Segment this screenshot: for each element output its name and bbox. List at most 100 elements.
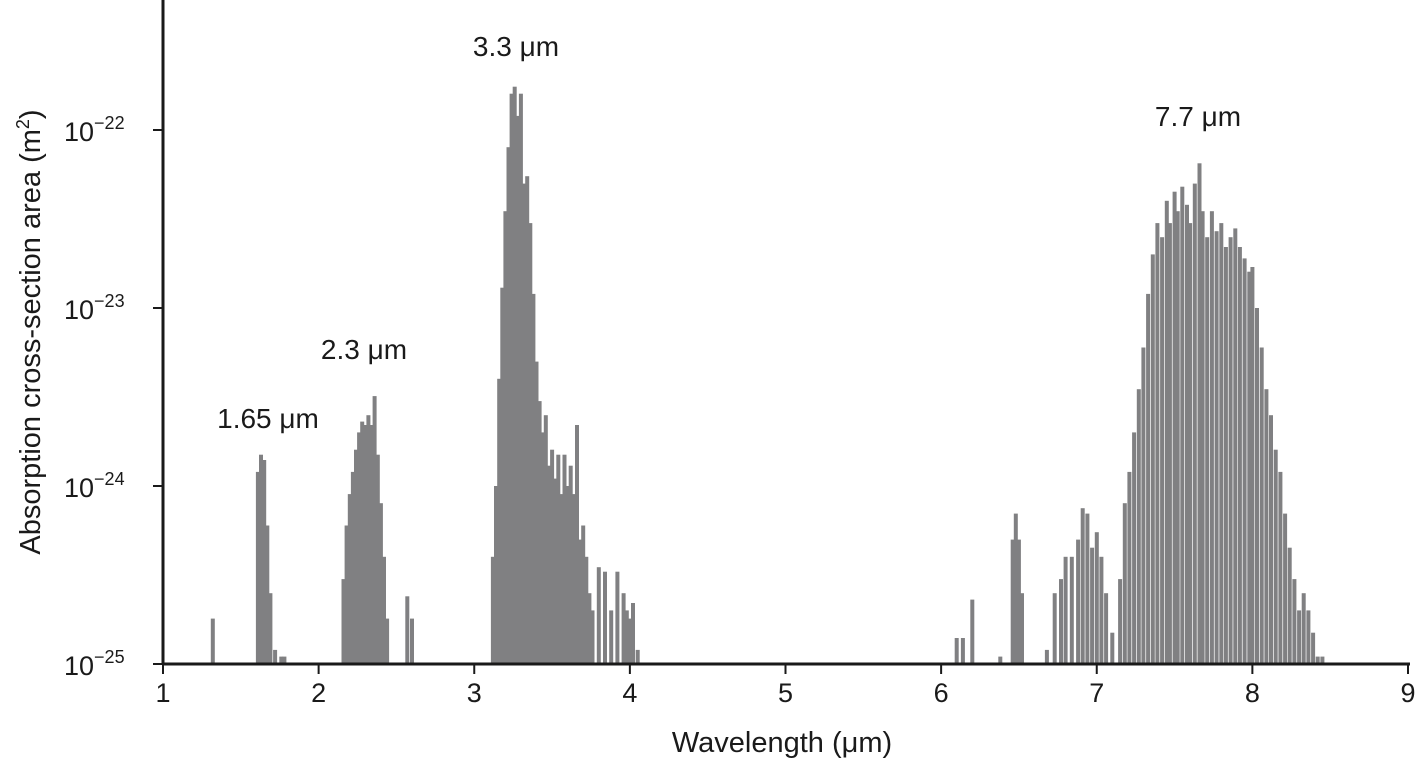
spectrum-bar bbox=[1315, 656, 1320, 664]
spectrum-bar bbox=[528, 223, 533, 664]
spectrum-bar bbox=[1188, 223, 1193, 664]
spectrum-bar bbox=[1052, 593, 1057, 664]
spectrum-bar bbox=[372, 396, 377, 664]
x-tick-label: 6 bbox=[934, 678, 949, 708]
spectrum-bar bbox=[522, 183, 526, 664]
spectrum-bar bbox=[382, 556, 386, 664]
spectrum-bar bbox=[635, 649, 640, 664]
x-tick-label: 4 bbox=[622, 678, 637, 708]
spectrum-bar bbox=[581, 525, 586, 664]
spectrum-bar bbox=[490, 556, 495, 664]
spectrum-bar bbox=[1094, 532, 1099, 664]
spectrum-bar bbox=[363, 425, 368, 664]
y-tick-label: 10−23 bbox=[64, 291, 125, 325]
spectrum-bar bbox=[1059, 579, 1063, 664]
spectrum-bar bbox=[1273, 449, 1278, 664]
spectrum-bar bbox=[1146, 293, 1151, 664]
spectrum-bar bbox=[615, 571, 620, 664]
spectrum-bar bbox=[578, 539, 583, 664]
spectrum-bar bbox=[1080, 508, 1085, 664]
spectrum-bar bbox=[512, 86, 517, 664]
spectrum-bar bbox=[1287, 547, 1292, 664]
spectrum-bar bbox=[1292, 579, 1297, 664]
y-tick-label: 10−24 bbox=[64, 469, 125, 503]
spectrum-bar bbox=[265, 525, 270, 664]
spectrum-bar bbox=[1063, 556, 1068, 664]
spectrum-bar bbox=[1141, 347, 1146, 664]
spectrum-bar bbox=[1150, 254, 1155, 664]
spectrum-bar bbox=[1172, 191, 1177, 664]
spectrum-bar bbox=[1228, 237, 1233, 664]
spectrum-bar bbox=[547, 465, 551, 664]
spectrum-bar bbox=[1205, 237, 1210, 664]
spectrum-bar bbox=[537, 401, 542, 664]
spectrum-bar bbox=[1167, 223, 1172, 664]
spectrum-bar bbox=[366, 415, 371, 664]
spectrum-bar bbox=[534, 361, 539, 664]
spectrum-bar bbox=[1013, 513, 1018, 664]
x-tick-label: 1 bbox=[155, 678, 170, 708]
spectrum-bar bbox=[1090, 547, 1095, 664]
spectrum-bar bbox=[603, 571, 607, 664]
spectrum-bar bbox=[1175, 211, 1180, 664]
spectrum-bar bbox=[1044, 649, 1049, 664]
spectrum-bar bbox=[609, 610, 614, 664]
spectrum-bar bbox=[1160, 237, 1165, 664]
y-axis-title: Absorption cross-section area (m2) bbox=[13, 109, 47, 554]
spectrum-bar bbox=[1200, 211, 1205, 664]
x-axis-ticks: 1 2 3 4 5 6 7 8 9 bbox=[155, 664, 1416, 708]
spectrum-bar bbox=[1301, 593, 1306, 664]
spectrum-bar bbox=[553, 478, 558, 664]
x-tick-label: 9 bbox=[1400, 678, 1415, 708]
spectrum-bar bbox=[357, 432, 362, 664]
spectrum-bar bbox=[262, 460, 267, 664]
spectrum-bar bbox=[341, 579, 346, 664]
spectrum-bar bbox=[273, 649, 278, 664]
spectrum-bar bbox=[1214, 231, 1219, 664]
peak-label-7-7: 7.7 μm bbox=[1155, 101, 1241, 132]
spectrum-bar bbox=[587, 593, 592, 664]
spectrum-bar bbox=[525, 176, 530, 664]
spectrum-bar bbox=[1219, 223, 1224, 664]
spectrum-bar bbox=[556, 454, 561, 664]
spectrum-bar bbox=[405, 596, 410, 664]
spectrum-bar bbox=[1099, 556, 1104, 664]
spectrum-bar bbox=[515, 115, 520, 664]
spectrum-bar bbox=[1104, 593, 1109, 664]
spectrum-bar bbox=[509, 93, 514, 664]
spectrum-bar bbox=[1223, 247, 1228, 664]
spectrum-bar bbox=[1020, 593, 1024, 664]
spectrum-bar bbox=[1278, 471, 1283, 664]
spectrum-bars bbox=[210, 86, 1325, 665]
spectrum-bar bbox=[954, 638, 959, 664]
peak-label-1-65: 1.65 μm bbox=[217, 403, 319, 434]
spectrum-bar bbox=[575, 425, 579, 664]
spectrum-bar bbox=[568, 465, 573, 664]
spectrum-bar bbox=[210, 618, 215, 664]
spectrum-bar bbox=[1136, 389, 1141, 664]
spectrum-bar bbox=[565, 486, 570, 664]
spectrum-bar bbox=[571, 494, 576, 664]
spectrum-bar bbox=[1264, 389, 1269, 664]
spectrum-bar bbox=[1164, 200, 1169, 665]
spectrum-bar bbox=[621, 593, 626, 664]
spectrum-bar bbox=[970, 599, 975, 664]
spectrum-bar bbox=[1085, 513, 1090, 664]
spectrum-bar bbox=[378, 503, 383, 664]
y-axis-title-close: ) bbox=[15, 109, 47, 119]
peak-labels: 1.65 μm 2.3 μm 3.3 μm 7.7 μm bbox=[217, 31, 1241, 434]
spectrum-bar bbox=[1192, 183, 1197, 664]
spectrum-bar bbox=[1076, 539, 1081, 664]
spectrum-bar bbox=[1311, 632, 1316, 664]
peak-label-3-3: 3.3 μm bbox=[473, 31, 559, 62]
spectrum-bar bbox=[1180, 186, 1185, 664]
spectrum-bar bbox=[354, 449, 358, 664]
spectrum-bar bbox=[1209, 211, 1214, 664]
spectrum-bar bbox=[998, 656, 1003, 664]
spectrum-bar bbox=[1127, 471, 1132, 664]
spectrum-bar bbox=[1122, 503, 1127, 664]
spectrum-bar bbox=[347, 494, 352, 664]
spectrum-bar bbox=[282, 656, 287, 664]
spectrum-bar bbox=[268, 593, 273, 664]
